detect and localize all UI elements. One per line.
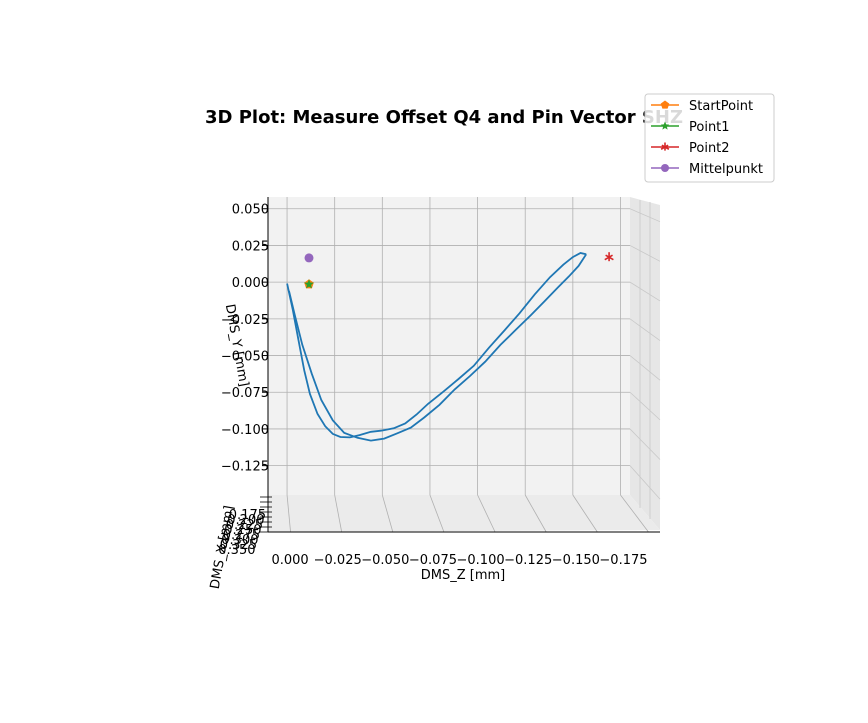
- y-tick-label: −0.075: [221, 386, 269, 401]
- side-gridline: [629, 355, 661, 381]
- z-tick-label: 0.350: [218, 543, 255, 558]
- z-tick-label: 0.250: [224, 523, 261, 538]
- legend-label: Mittelpunkt: [689, 162, 763, 177]
- y-tick-label: −0.050: [221, 350, 269, 365]
- legend-box: [644, 93, 775, 183]
- legend-label: Point1: [689, 120, 730, 135]
- side-gridline: [629, 281, 661, 302]
- series-line: [288, 253, 587, 442]
- z-tick-label: 0.275: [223, 528, 260, 543]
- floor-gridline: [477, 494, 496, 533]
- z-tick-label: 0.175: [229, 508, 266, 523]
- legend-marker: [661, 164, 669, 172]
- x-axis-ticks: 0.000 −0.025 −0.050 −0.075 −0.100 −0.125 −0.15…: [271, 553, 647, 568]
- z-tick-label: 0.300: [221, 533, 258, 548]
- floor-gridline: [620, 494, 649, 533]
- x-tick-label: −0.075: [409, 553, 457, 568]
- y-tick-label: 0.025: [232, 239, 269, 254]
- x-axis-label: DMS_Z [mm]: [421, 568, 506, 583]
- z-tick-label: 0.325: [220, 538, 257, 553]
- data-markers: [304, 252, 614, 289]
- side-gridline: [629, 245, 661, 262]
- side-gridline: [629, 428, 661, 460]
- floor-pane: [268, 495, 660, 532]
- legend-marker: [660, 142, 670, 151]
- x-tick-label: −0.150: [552, 553, 600, 568]
- floor-gridline: [572, 494, 598, 533]
- side-grid-lines: [629, 200, 661, 519]
- y-tick-label: 0.000: [232, 276, 269, 291]
- y-tick-label: 0.050: [232, 203, 269, 218]
- chart-title: 3D Plot: Measure Offset Q4 and Pin Vecto…: [205, 107, 683, 128]
- marker-mittelpunkt: [304, 253, 314, 263]
- legend-marker: [660, 100, 670, 109]
- legend: StartPoint Point1 Point2 Mittelpunkt: [644, 93, 775, 183]
- x-tick-label: 0.000: [271, 553, 308, 568]
- side-gridline: [629, 318, 661, 341]
- marker-point2: [604, 252, 614, 262]
- x-tick-label: −0.050: [361, 553, 409, 568]
- grid-lines: [268, 197, 649, 533]
- floor-gridline: [334, 494, 343, 533]
- y-tick-label: −0.025: [221, 313, 269, 328]
- floor-gridline: [381, 494, 394, 533]
- series-line: [286, 252, 587, 439]
- x-tick-label: −0.025: [314, 553, 362, 568]
- side-gridline: [629, 391, 661, 421]
- marker-point1: [304, 279, 314, 289]
- legend-label: Point2: [689, 141, 730, 156]
- floor-gridline: [286, 494, 291, 533]
- side-gridline: [629, 465, 661, 500]
- floor-gridline: [524, 494, 547, 533]
- legend-label: StartPoint: [689, 99, 753, 114]
- y-axis-ticks: 0.050 0.025 0.000 −0.025 −0.050 −0.075 −0.100 −…: [221, 203, 269, 475]
- side-pane-right: [630, 197, 660, 530]
- z-tick-label: 0.225: [226, 518, 263, 533]
- legend-marker: [660, 121, 670, 130]
- x-tick-label: −0.100: [457, 553, 505, 568]
- y-tick-label: −0.125: [221, 460, 269, 475]
- y-tick-label: −0.100: [221, 423, 269, 438]
- data-series: [286, 252, 587, 442]
- x-tick-label: −0.175: [599, 553, 647, 568]
- floor-gridline: [429, 494, 445, 533]
- back-pane: [268, 197, 630, 495]
- x-tick-label: −0.125: [504, 553, 552, 568]
- side-gridline: [629, 208, 661, 223]
- z-tick-label: 0.200: [227, 513, 264, 528]
